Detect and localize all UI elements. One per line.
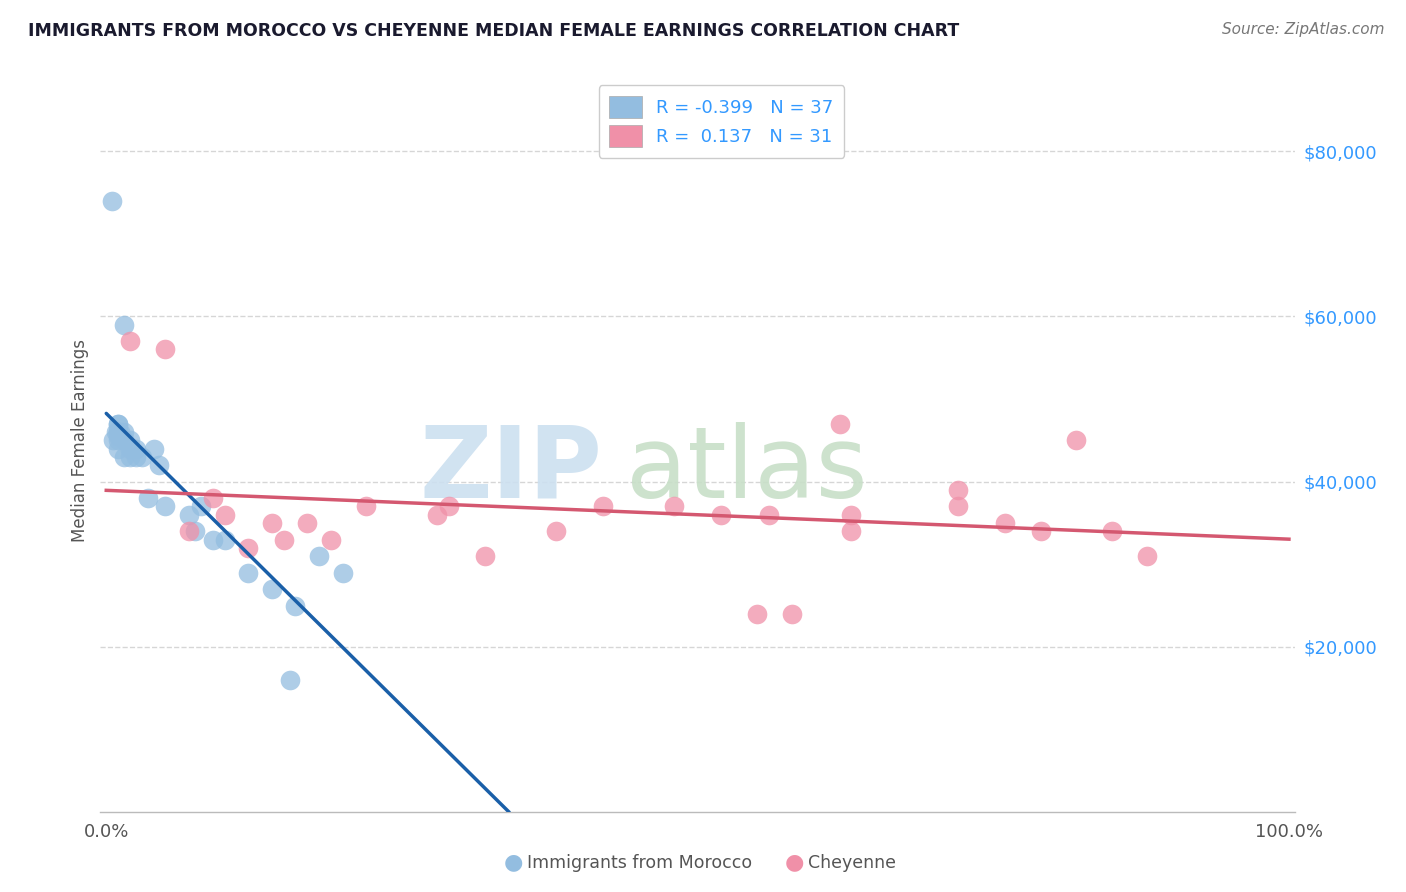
Point	[745, 607, 768, 621]
Point	[190, 500, 212, 514]
Point	[155, 500, 177, 514]
Point	[332, 566, 354, 580]
Point	[284, 599, 307, 613]
Text: ●: ●	[503, 853, 523, 872]
Point	[107, 425, 129, 439]
Point	[946, 483, 969, 497]
Point	[780, 607, 803, 621]
Text: ●: ●	[785, 853, 804, 872]
Point	[103, 434, 125, 448]
Text: ZIP: ZIP	[419, 422, 602, 518]
Point	[1101, 524, 1123, 539]
Point	[107, 417, 129, 431]
Text: atlas: atlas	[626, 422, 868, 518]
Text: Immigrants from Morocco: Immigrants from Morocco	[527, 855, 752, 872]
Point	[319, 533, 342, 547]
Point	[828, 417, 851, 431]
Point	[260, 582, 283, 596]
Point	[125, 450, 148, 464]
Point	[107, 434, 129, 448]
Point	[214, 533, 236, 547]
Point	[112, 425, 135, 439]
Point	[177, 508, 200, 522]
Text: Cheyenne: Cheyenne	[808, 855, 897, 872]
Point	[184, 524, 207, 539]
Text: Source: ZipAtlas.com: Source: ZipAtlas.com	[1222, 22, 1385, 37]
Point	[201, 491, 224, 506]
Point	[118, 442, 141, 456]
Point	[136, 491, 159, 506]
Point	[662, 500, 685, 514]
Point	[841, 508, 863, 522]
Point	[177, 524, 200, 539]
Point	[1064, 434, 1087, 448]
Point	[214, 508, 236, 522]
Point	[273, 533, 295, 547]
Point	[118, 434, 141, 448]
Point	[118, 334, 141, 349]
Point	[107, 417, 129, 431]
Point	[474, 549, 496, 563]
Y-axis label: Median Female Earnings: Median Female Earnings	[72, 339, 89, 541]
Point	[1136, 549, 1159, 563]
Point	[131, 450, 153, 464]
Point	[118, 450, 141, 464]
Point	[994, 516, 1017, 530]
Point	[201, 533, 224, 547]
Legend: R = -0.399   N = 37, R =  0.137   N = 31: R = -0.399 N = 37, R = 0.137 N = 31	[599, 85, 845, 158]
Text: IMMIGRANTS FROM MOROCCO VS CHEYENNE MEDIAN FEMALE EARNINGS CORRELATION CHART: IMMIGRANTS FROM MOROCCO VS CHEYENNE MEDI…	[28, 22, 959, 40]
Point	[125, 442, 148, 456]
Point	[356, 500, 378, 514]
Point	[107, 442, 129, 456]
Point	[544, 524, 567, 539]
Point	[278, 673, 301, 687]
Point	[238, 566, 260, 580]
Point	[426, 508, 449, 522]
Point	[107, 429, 129, 443]
Point	[592, 500, 614, 514]
Point	[1029, 524, 1052, 539]
Point	[107, 425, 129, 439]
Point	[101, 194, 124, 208]
Point	[710, 508, 733, 522]
Point	[946, 500, 969, 514]
Point	[107, 425, 129, 439]
Point	[148, 458, 170, 472]
Point	[155, 343, 177, 357]
Point	[110, 425, 132, 439]
Point	[238, 541, 260, 555]
Point	[439, 500, 461, 514]
Point	[104, 425, 127, 439]
Point	[142, 442, 165, 456]
Point	[112, 318, 135, 332]
Point	[297, 516, 319, 530]
Point	[112, 450, 135, 464]
Point	[758, 508, 780, 522]
Point	[112, 434, 135, 448]
Point	[308, 549, 330, 563]
Point	[260, 516, 283, 530]
Point	[841, 524, 863, 539]
